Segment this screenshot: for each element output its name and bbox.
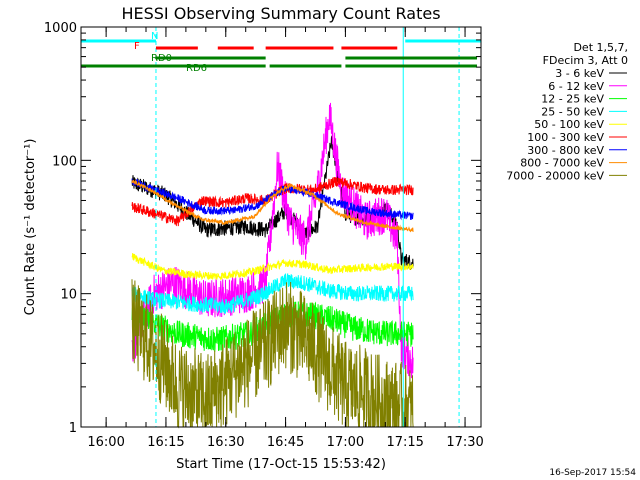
- y-tick-label: 1: [69, 421, 77, 436]
- series-line: [131, 279, 414, 429]
- legend-header: Det 1,5,7,: [573, 41, 628, 54]
- y-tick-label: 100: [52, 154, 77, 169]
- legend-entry-label: 100 - 300 keV: [527, 131, 604, 144]
- x-tick-label: 17:00: [327, 435, 364, 450]
- legend-entry-label: 800 - 7000 keV: [520, 157, 604, 170]
- y-tick-label: 10: [60, 288, 77, 303]
- chart-title: HESSI Observing Summary Count Rates: [121, 4, 440, 23]
- x-tick-label: 16:30: [207, 435, 244, 450]
- x-axis-label: Start Time (17-Oct-15 15:53:42): [176, 457, 386, 472]
- x-tick-label: 17:15: [386, 435, 423, 450]
- legend-header: FDecim 3, Att 0: [543, 54, 628, 67]
- legend-entry-label: 300 - 800 keV: [527, 144, 604, 157]
- plot-timestamp: 16-Sep-2017 15:54: [549, 468, 636, 478]
- legend-entry-label: 12 - 25 keV: [541, 93, 604, 106]
- legend-entry-label: 25 - 50 keV: [541, 105, 604, 118]
- x-tick-label: 16:45: [267, 435, 304, 450]
- series-line: [131, 253, 414, 281]
- x-tick-label: 17:30: [446, 435, 483, 450]
- legend-entry-label: 6 - 12 keV: [548, 80, 604, 93]
- x-tick-label: 16:15: [147, 435, 184, 450]
- flag-label: F: [134, 41, 140, 52]
- y-axis-label: Count Rate (s⁻¹ detector⁻¹): [23, 139, 38, 316]
- plot-area: NF RD0 RD6 1 10 100 1000 16:00 16:15 16:30 16:45 17…: [44, 21, 484, 450]
- plot-frame: [80, 26, 482, 428]
- series-line: [131, 179, 414, 233]
- y-tick-label: 1000: [44, 21, 77, 36]
- flag-label: RD6: [186, 63, 207, 74]
- series-line: [131, 273, 414, 314]
- flag-label: RD0: [151, 53, 172, 64]
- flag-label: N: [151, 31, 158, 42]
- legend-entry-label: 7000 - 20000 keV: [506, 169, 604, 182]
- legend-entry-label: 3 - 6 keV: [555, 67, 604, 80]
- x-tick-label: 16:00: [87, 435, 124, 450]
- legend-entry-label: 50 - 100 keV: [534, 118, 604, 131]
